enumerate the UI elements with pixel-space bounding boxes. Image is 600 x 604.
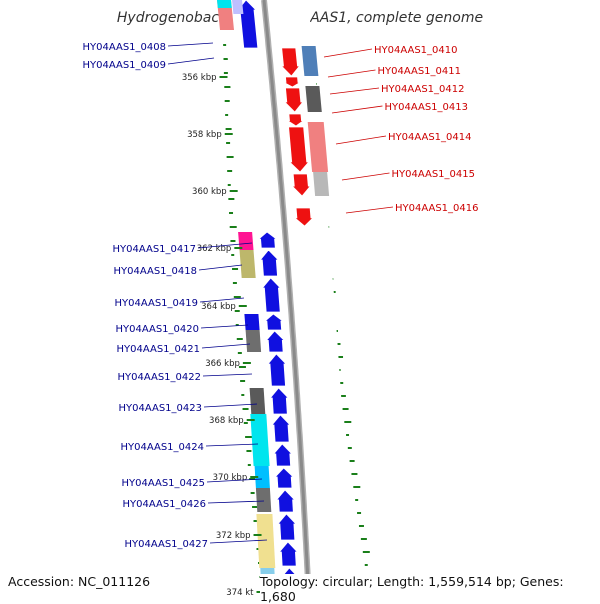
label-leader [203, 403, 258, 408]
kbp-label: 372 kbp [216, 531, 251, 541]
label-leader [207, 500, 265, 504]
kbp-label: 360 kbp [192, 187, 227, 197]
gene-label-right: HY04AAS1_0416 [395, 203, 478, 214]
cog-box [250, 414, 270, 466]
cog-box [301, 46, 319, 76]
gene-arrows [217, 0, 330, 600]
gene-label-left: HY04AAS1_0420 [116, 324, 199, 335]
label-leader [345, 206, 394, 214]
label-leader [206, 478, 263, 483]
gene-label-right: HY04AAS1_0411 [378, 66, 461, 77]
cog-box [249, 388, 266, 414]
label-leader [197, 242, 253, 249]
cog-box [255, 488, 272, 512]
cog-box [305, 86, 322, 112]
gene-label-right: HY04AAS1_0415 [392, 169, 475, 180]
cog-box [238, 232, 254, 250]
gene-arrow-forward [267, 353, 287, 387]
gene-arrow-0413 [286, 113, 305, 127]
gene-label-left: HY04AAS1_0419 [115, 298, 198, 309]
gene-label-right: HY04AAS1_0413 [385, 102, 468, 113]
kbp-label: 362 kbp [197, 244, 232, 254]
cog-box [254, 466, 270, 488]
gene-label-left: HY04AAS1_0423 [119, 403, 202, 414]
gene-label-left: HY04AAS1_0418 [114, 266, 197, 277]
gene-arrow-0411 [283, 76, 302, 88]
gene-arrow-forward [261, 277, 282, 313]
gene-arrow-forward [274, 467, 295, 489]
label-leader [335, 135, 387, 145]
cog-box [307, 122, 329, 172]
gene-arrow-0415 [291, 173, 312, 197]
gene-label-right: HY04AAS1_0412 [381, 84, 464, 95]
gene-label-right: HY04AAS1_0414 [388, 132, 471, 143]
label-leader [201, 343, 251, 349]
gene-arrow-forward [278, 541, 299, 567]
gene-label-left: HY04AAS1_0409 [83, 60, 166, 71]
kbp-label: 366 kbp [205, 359, 240, 369]
label-leader [209, 539, 268, 544]
cog-box [245, 330, 262, 352]
cog-box [217, 0, 232, 8]
cog-box [232, 0, 244, 14]
label-leader [200, 324, 249, 329]
gene-arrow-0414 [288, 126, 310, 173]
gene-arrow-forward [265, 330, 286, 353]
label-leaders [167, 42, 394, 544]
kbp-label: 374 kt [226, 588, 254, 598]
label-leader [167, 57, 215, 65]
gene-label-left: HY04AAS1_0427 [125, 539, 208, 550]
gene-label-left: HY04AAS1_0426 [123, 499, 206, 510]
cog-box [256, 514, 276, 568]
gene-arrow-forward [272, 443, 293, 467]
label-leader [323, 48, 373, 58]
kbp-label: 358 kbp [187, 130, 222, 140]
label-leader [327, 69, 376, 78]
gene-arrow-0416 [293, 207, 314, 227]
gene-label-left: HY04AAS1_0422 [118, 372, 201, 383]
gene-label-left: HY04AAS1_0408 [83, 42, 166, 53]
gene-arrow-0412 [283, 87, 304, 113]
label-leader [331, 105, 383, 114]
cog-box [239, 250, 256, 278]
label-leader [167, 42, 214, 47]
gene-label-right: HY04AAS1_0410 [374, 45, 457, 56]
backbone-core [262, 0, 311, 600]
label-leader [202, 373, 253, 377]
gene-arrow-forward [271, 414, 291, 443]
genome-backbone [261, 0, 312, 600]
gene-arrow-0410 [280, 47, 301, 77]
gene-labels: HY04AAS1_0408 HY04AAS1_0409 HY04AAS1_0417 H… [83, 42, 479, 550]
gene-arrow-forward [269, 387, 290, 415]
gene-label-left: HY04AAS1_0425 [122, 478, 205, 489]
label-leader [329, 87, 380, 95]
gene-label-left: HY04AAS1_0421 [117, 344, 200, 355]
kbp-label: 364 kbp [201, 302, 236, 312]
gene-label-left: HY04AAS1_0424 [121, 442, 204, 453]
gene-arrow-forward [275, 489, 296, 513]
kbp-label: 370 kbp [213, 473, 248, 483]
label-leader [198, 264, 243, 271]
gene-arrow-forward [277, 513, 297, 541]
cog-box [244, 314, 260, 330]
gene-label-left: HY04AAS1_0417 [113, 244, 196, 255]
kbp-label: 356 kbp [182, 73, 217, 83]
gene-arrow-forward [257, 231, 278, 249]
cog-box [313, 172, 330, 196]
gene-arrow-forward [259, 249, 280, 277]
label-leader [341, 172, 390, 181]
label-leader [205, 443, 259, 447]
kbp-label: 368 kbp [209, 416, 244, 426]
accession-text: Accession: NC_011126 [8, 574, 151, 589]
label-leader [199, 297, 245, 303]
gene-arrow-forward [263, 313, 285, 331]
